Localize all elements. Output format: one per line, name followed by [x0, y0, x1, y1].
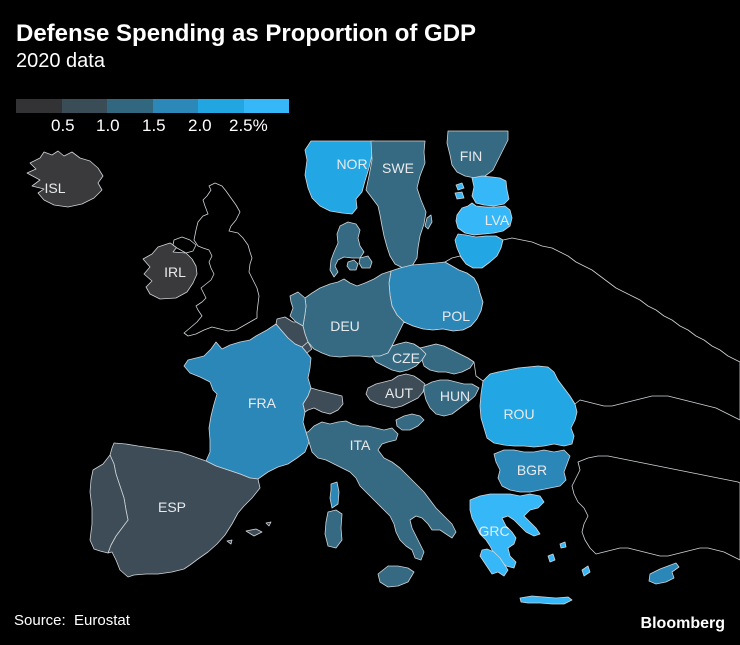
svg-text:DEU: DEU [330, 318, 360, 334]
svg-text:BGR: BGR [517, 462, 547, 478]
svg-text:LVA: LVA [485, 212, 510, 228]
svg-text:FIN: FIN [460, 148, 483, 164]
svg-text:ESP: ESP [158, 499, 186, 515]
svg-text:HUN: HUN [440, 388, 470, 404]
svg-text:FRA: FRA [248, 395, 277, 411]
svg-text:AUT: AUT [385, 385, 413, 401]
svg-text:IRL: IRL [164, 264, 186, 280]
svg-text:ITA: ITA [350, 437, 371, 453]
svg-text:NOR: NOR [336, 156, 367, 172]
svg-text:POL: POL [442, 308, 470, 324]
svg-text:ISL: ISL [44, 180, 65, 196]
svg-text:CZE: CZE [392, 350, 420, 366]
svg-text:SWE: SWE [382, 160, 414, 176]
svg-text:GRC: GRC [478, 523, 509, 539]
svg-text:ROU: ROU [503, 406, 534, 422]
